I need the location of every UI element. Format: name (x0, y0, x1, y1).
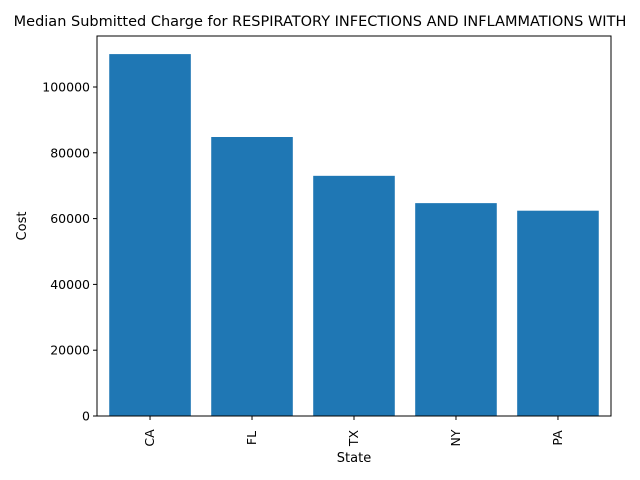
bar-ca (109, 54, 191, 416)
y-tick-label-80000: 80000 (50, 145, 90, 160)
plot-frame (96, 35, 612, 417)
bar-ny (415, 203, 497, 416)
x-axis-label: State (337, 451, 371, 466)
chart-title: Median Submitted Charge for RESPIRATORY … (14, 14, 627, 30)
y-axis-label: Cost (15, 212, 30, 241)
bar-pa (517, 210, 599, 416)
y-tick-label-60000: 60000 (50, 211, 90, 226)
x-axis-ticks: CA FL TX NY PA (142, 416, 565, 447)
x-tick-label-ny: NY (448, 429, 463, 446)
x-tick-label-fl: FL (244, 431, 259, 445)
bars-group (109, 54, 599, 416)
bar-tx (313, 175, 395, 416)
y-axis-ticks: 0 20000 40000 60000 80000 100000 (42, 79, 97, 424)
y-tick-label-40000: 40000 (50, 277, 90, 292)
x-tick-label-ca: CA (142, 429, 157, 447)
x-tick-label-tx: TX (346, 429, 361, 447)
y-tick-label-0: 0 (82, 409, 90, 424)
y-tick-label-100000: 100000 (42, 79, 90, 94)
x-tick-label-pa: PA (550, 430, 565, 446)
y-tick-label-20000: 20000 (50, 343, 90, 358)
bar-fl (211, 137, 293, 416)
